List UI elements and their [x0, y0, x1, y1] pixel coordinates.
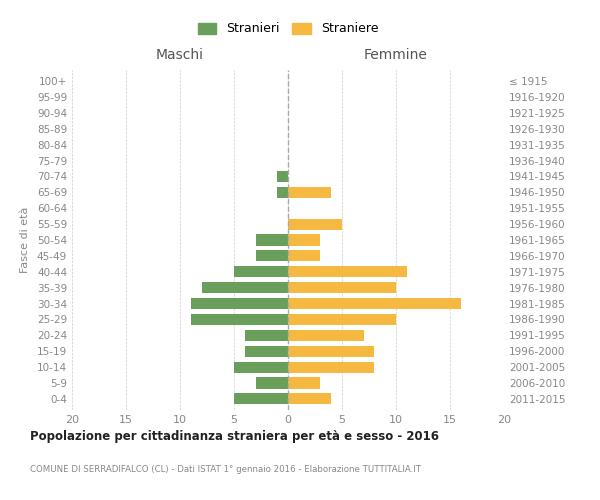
Bar: [234, 266, 288, 278]
Text: Maschi: Maschi: [156, 48, 204, 62]
Bar: [234, 362, 288, 372]
Bar: [256, 234, 288, 246]
Bar: [288, 250, 320, 262]
Text: Popolazione per cittadinanza straniera per età e sesso - 2016: Popolazione per cittadinanza straniera p…: [30, 430, 439, 443]
Bar: [245, 346, 288, 357]
Bar: [288, 346, 374, 357]
Bar: [288, 234, 320, 246]
Bar: [288, 378, 320, 388]
Bar: [288, 298, 461, 309]
Bar: [234, 394, 288, 404]
Bar: [288, 362, 374, 372]
Bar: [245, 330, 288, 341]
Bar: [288, 314, 396, 325]
Bar: [256, 378, 288, 388]
Bar: [256, 250, 288, 262]
Bar: [288, 330, 364, 341]
Bar: [288, 394, 331, 404]
Bar: [288, 187, 331, 198]
Bar: [191, 298, 288, 309]
Bar: [288, 266, 407, 278]
Bar: [277, 187, 288, 198]
Y-axis label: Fasce di età: Fasce di età: [20, 207, 30, 273]
Bar: [288, 282, 396, 293]
Bar: [191, 314, 288, 325]
Text: COMUNE DI SERRADIFALCO (CL) - Dati ISTAT 1° gennaio 2016 - Elaborazione TUTTITAL: COMUNE DI SERRADIFALCO (CL) - Dati ISTAT…: [30, 465, 421, 474]
Bar: [277, 171, 288, 182]
Text: Femmine: Femmine: [364, 48, 428, 62]
Legend: Stranieri, Straniere: Stranieri, Straniere: [191, 16, 385, 42]
Bar: [288, 218, 342, 230]
Bar: [202, 282, 288, 293]
